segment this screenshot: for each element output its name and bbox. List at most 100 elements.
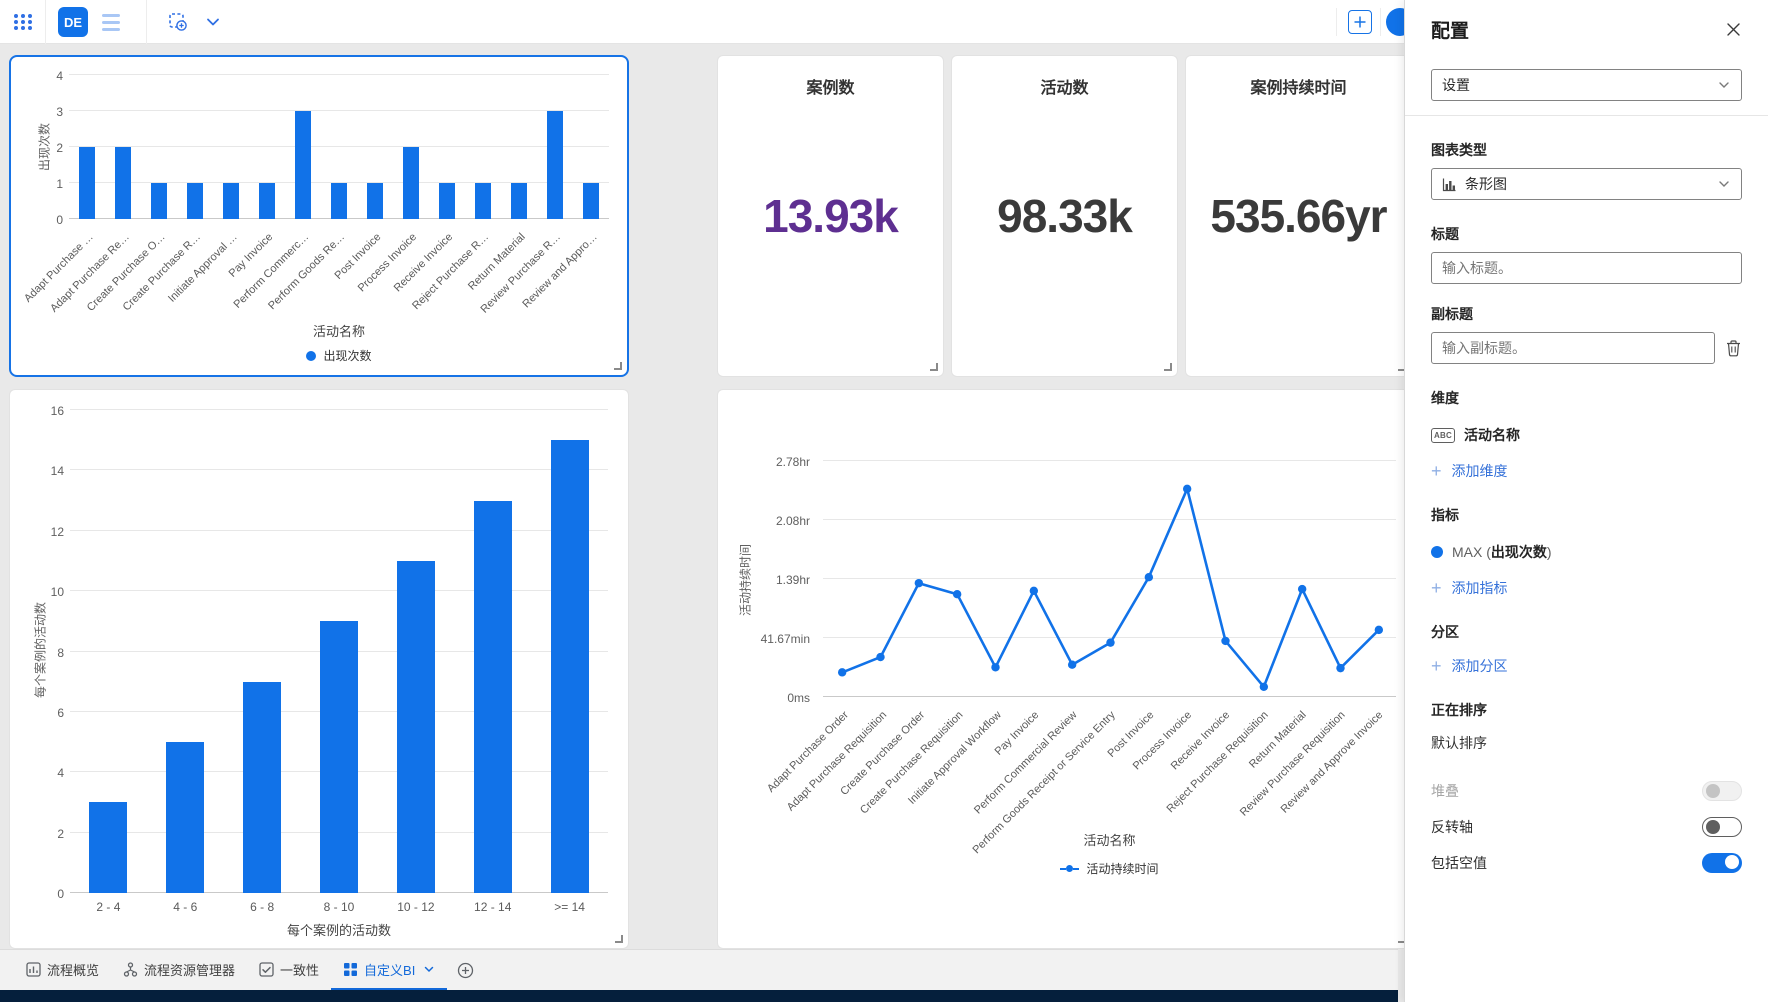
data-point[interactable] [914, 578, 924, 588]
add-sheet-button[interactable] [447, 950, 484, 990]
bar[interactable] [367, 183, 383, 219]
widget-activity-duration-line-chart[interactable]: 活动持续时间 0ms 41.67min 1.39hr 2.08hr 2.78hr Ada… [717, 389, 1412, 949]
workspace-badge[interactable]: DE [58, 7, 88, 37]
bar[interactable] [115, 147, 131, 219]
kpi-value: 13.93k [763, 190, 899, 242]
widget-activities-per-case-chart[interactable]: 每个案例的活动数 0 2 4 6 8 10 12 14 16 2 - 4 4 - 6 6 - 8 8 … [9, 389, 629, 949]
delete-subtitle-icon[interactable] [1725, 339, 1742, 357]
bar[interactable] [396, 560, 435, 893]
gridline [823, 696, 1396, 697]
resize-handle[interactable] [615, 935, 623, 943]
data-point[interactable] [876, 652, 885, 662]
chart-type-select[interactable]: 条形图 [1431, 168, 1742, 200]
data-point[interactable] [1336, 663, 1345, 673]
gridline [823, 460, 1396, 461]
metric-item[interactable]: MAX (出现次数) [1431, 542, 1742, 562]
bar[interactable] [295, 111, 311, 219]
kpi-title: 案例持续时间 [1250, 80, 1347, 97]
add-partition-button[interactable]: + 添加分区 [1431, 656, 1508, 676]
y-axis-ticks: 0ms 41.67min 1.39hr 2.08hr 2.78hr [748, 455, 810, 705]
data-point[interactable] [1221, 636, 1230, 646]
data-point[interactable] [991, 663, 1000, 672]
bar[interactable] [259, 183, 275, 219]
data-point[interactable] [952, 589, 962, 599]
bar[interactable] [223, 183, 239, 219]
resize-handle[interactable] [614, 362, 622, 370]
tab-conformance[interactable]: 一致性 [247, 950, 331, 990]
x-tick-label: 6 - 8 [250, 900, 275, 914]
tab-process-overview[interactable]: 流程概览 [14, 950, 111, 990]
chevron-down-icon[interactable] [205, 14, 221, 30]
widget-kpi-case-count[interactable]: 案例数 13.93k [717, 55, 944, 377]
include-nulls-toggle[interactable] [1702, 853, 1742, 873]
legend-marker [306, 350, 317, 361]
title-input[interactable] [1442, 260, 1731, 276]
bar[interactable] [187, 183, 203, 219]
bar[interactable] [331, 183, 347, 219]
data-point[interactable] [1374, 625, 1384, 635]
gridline [69, 110, 609, 111]
legend[interactable]: 出现次数 [69, 347, 609, 364]
divider [1380, 8, 1381, 36]
add-dimension-button[interactable]: + 添加维度 [1431, 461, 1508, 481]
data-point[interactable] [837, 668, 847, 677]
bar[interactable] [79, 147, 95, 219]
bar[interactable] [511, 183, 527, 219]
widget-kpi-case-duration[interactable]: 案例持续时间 535.66yr [1185, 55, 1412, 377]
widget-kpi-activity-count[interactable]: 活动数 98.33k [951, 55, 1178, 377]
y-tick-label: 41.67min [760, 632, 810, 646]
kpi-value: 98.33k [997, 190, 1133, 242]
bar[interactable] [475, 183, 491, 219]
line-series [837, 484, 1384, 692]
divider [1405, 115, 1768, 116]
y-tick-label: 2.78hr [775, 455, 810, 469]
sorting-value[interactable]: 默认排序 [1431, 735, 1487, 751]
bar[interactable] [473, 500, 512, 893]
bar[interactable] [243, 681, 282, 893]
include-nulls-toggle-label: 包括空值 [1431, 855, 1487, 871]
menu-icon[interactable] [102, 13, 120, 31]
data-point[interactable] [1297, 584, 1307, 594]
dimension-item[interactable]: ABC 活动名称 [1431, 425, 1742, 445]
bar[interactable] [151, 183, 167, 219]
data-point[interactable] [1106, 638, 1115, 647]
bar[interactable] [583, 183, 599, 219]
tab-menu-chevron-icon[interactable] [423, 963, 435, 975]
widget-occurrence-bar-chart[interactable]: 出现次数 0 1 2 3 4 Adapt Purchase … Adapt Purchas… [9, 55, 629, 377]
chevron-down-icon [1719, 82, 1729, 88]
stack-toggle[interactable] [1702, 781, 1742, 801]
resize-handle[interactable] [930, 363, 938, 371]
bar[interactable] [403, 147, 419, 219]
bar[interactable] [166, 742, 205, 893]
divider [146, 0, 147, 44]
bar[interactable] [439, 183, 455, 219]
bar[interactable] [550, 440, 589, 893]
plot-area [70, 409, 608, 893]
bar[interactable] [547, 111, 563, 219]
x-axis-title: 活动名称 [1083, 833, 1136, 848]
tab-custom-bi[interactable]: 自定义BI [331, 950, 448, 990]
resize-handle[interactable] [1164, 363, 1172, 371]
add-selection-icon[interactable] [167, 11, 189, 33]
tab-process-explorer[interactable]: 流程资源管理器 [111, 950, 247, 990]
invert-axis-toggle[interactable] [1702, 817, 1742, 837]
data-point[interactable] [1182, 484, 1192, 494]
plus-icon: + [1431, 578, 1442, 598]
add-widget-button[interactable] [1348, 10, 1372, 34]
x-axis-labels: Adapt Purchase … Adapt Purchase Re… Create… [22, 223, 609, 319]
data-point[interactable] [1259, 682, 1269, 692]
settings-section-select[interactable]: 设置 [1431, 69, 1742, 101]
data-point[interactable] [1067, 660, 1077, 669]
legend[interactable]: 活动持续时间 [823, 860, 1396, 877]
close-icon[interactable] [1722, 18, 1744, 40]
add-metric-button[interactable]: + 添加指标 [1431, 578, 1508, 598]
data-point[interactable] [1029, 586, 1039, 596]
x-axis-title: 活动名称 [312, 324, 365, 339]
subtitle-label: 副标题 [1431, 306, 1473, 322]
app-launcher-icon[interactable] [14, 14, 33, 30]
bar[interactable] [89, 802, 128, 893]
title-label: 标题 [1431, 226, 1459, 242]
subtitle-input[interactable] [1442, 340, 1704, 356]
data-point[interactable] [1144, 573, 1154, 582]
bar[interactable] [320, 621, 358, 893]
